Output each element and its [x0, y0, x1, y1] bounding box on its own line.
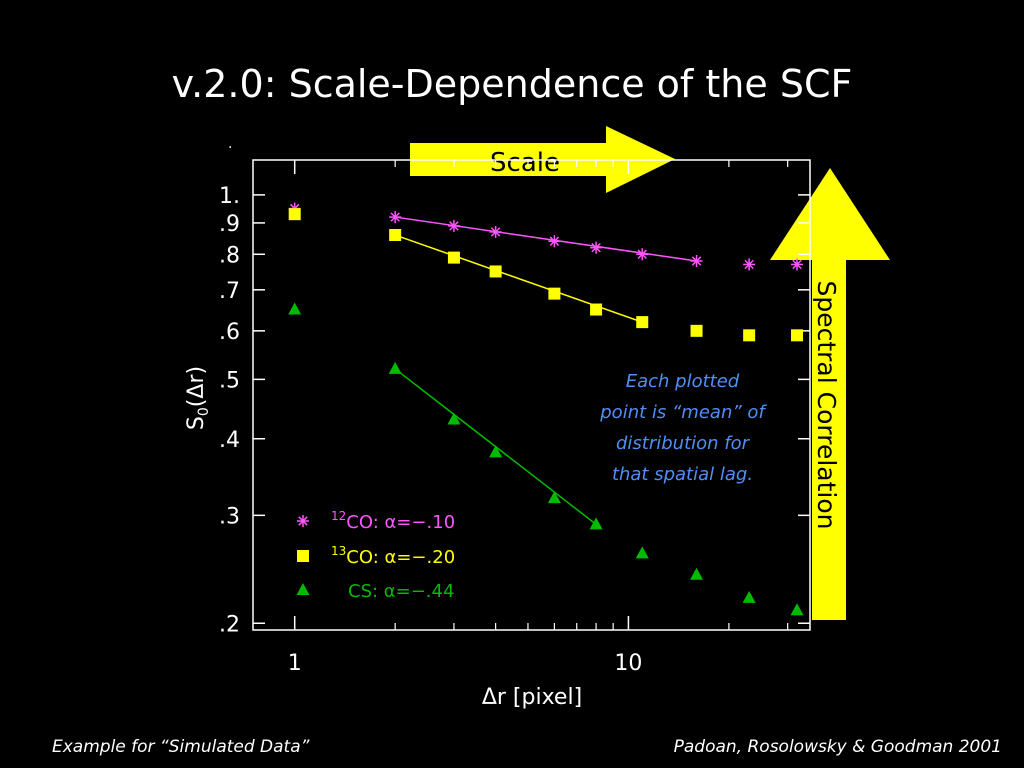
data-point-triangle — [635, 546, 649, 559]
asterisk-stroke — [591, 242, 601, 253]
annotation-note: Each plotted point is “mean” of distribu… — [600, 371, 765, 485]
x-tick-label: 10 — [614, 651, 642, 676]
y-axis-label-sub: 0 — [196, 407, 212, 416]
data-point-triangle — [790, 603, 804, 616]
legend-label: 13CO: α=−.20 — [331, 544, 455, 568]
x-axis-label: Δr [pixel] — [482, 685, 582, 710]
data-point-triangle — [447, 412, 461, 425]
spectral-correlation-label: Spectral Correlation — [812, 280, 841, 529]
data-point-square — [389, 229, 402, 242]
data-point-triangle — [742, 590, 756, 603]
data-point-asterisk — [447, 219, 460, 232]
data-point-asterisk — [590, 241, 603, 254]
data-point-square — [590, 303, 603, 316]
asterisk-stroke — [298, 516, 308, 526]
y-axis-label-text: S0(Δr) — [184, 366, 212, 430]
data-point-triangle — [547, 491, 561, 504]
data-point-asterisk — [690, 255, 703, 268]
x-tick-label: 1 — [288, 651, 302, 676]
asterisk-stroke — [390, 212, 400, 222]
legend-text: CO: α=−.20 — [346, 547, 455, 568]
y-tick-label: .7 — [219, 279, 240, 304]
asterisk-stroke — [490, 227, 501, 237]
data-point-asterisk — [389, 211, 402, 224]
y-tick-label: .6 — [219, 320, 240, 345]
scale-arrow-label: Scale — [490, 148, 560, 178]
data-point-asterisk — [636, 248, 649, 261]
y-tick-label: .2 — [219, 612, 240, 637]
legend-isotope: 13 — [331, 544, 346, 558]
slide-title: v.2.0: Scale-Dependence of the SCF — [171, 62, 853, 106]
footer-left: Example for “Simulated Data” — [52, 737, 310, 757]
data-point-asterisk — [489, 225, 502, 238]
fit-line — [395, 216, 697, 262]
legend-label: CS: α=−.44 — [348, 581, 454, 602]
data-point-square — [548, 287, 561, 300]
data-point-square — [636, 316, 649, 329]
legend-label: 12CO: α=−.10 — [331, 509, 455, 533]
asterisk-stroke — [744, 259, 754, 270]
data-point-asterisk — [791, 258, 804, 271]
asterisk-stroke — [691, 256, 702, 266]
asterisk-stroke — [549, 236, 560, 247]
data-point-asterisk — [743, 258, 756, 271]
data-point-square — [791, 329, 804, 342]
asterisk-stroke — [449, 221, 459, 231]
y-tick-label: .8 — [219, 243, 240, 268]
y-tick-label: .4 — [219, 428, 240, 453]
legend-text: CO: α=−.10 — [346, 512, 455, 533]
data-point-triangle — [589, 517, 603, 530]
data-point-square — [743, 329, 756, 342]
y-axis-label: S0(Δr) — [184, 366, 212, 430]
y-tick-label: .9 — [219, 212, 240, 237]
legend-marker — [297, 550, 309, 562]
plot-frame — [252, 159, 811, 631]
data-point-triangle — [489, 445, 503, 458]
legend-marker — [297, 515, 309, 527]
y-axis-label-rest: (Δr) — [184, 366, 209, 407]
data-point-triangle — [388, 361, 402, 374]
asterisk-stroke — [792, 259, 802, 270]
stray-dot: . — [228, 136, 232, 152]
y-tick-label: 1. — [219, 184, 240, 209]
data-point-asterisk — [548, 235, 561, 248]
asterisk-stroke — [637, 249, 647, 260]
data-point-triangle — [690, 567, 704, 580]
data-point-triangle — [288, 302, 302, 315]
legend-isotope: 12 — [331, 509, 346, 523]
spectral-correlation-arrow — [770, 168, 890, 620]
footer-right: Padoan, Rosolowsky & Goodman 2001 — [673, 737, 1002, 757]
data-point-square — [288, 208, 301, 221]
y-tick-label: .5 — [219, 368, 240, 393]
data-point-square — [690, 324, 703, 337]
data-point-square — [447, 251, 460, 264]
legend-marker — [296, 583, 310, 595]
y-tick-label: .3 — [219, 504, 240, 529]
data-point-square — [489, 265, 502, 278]
